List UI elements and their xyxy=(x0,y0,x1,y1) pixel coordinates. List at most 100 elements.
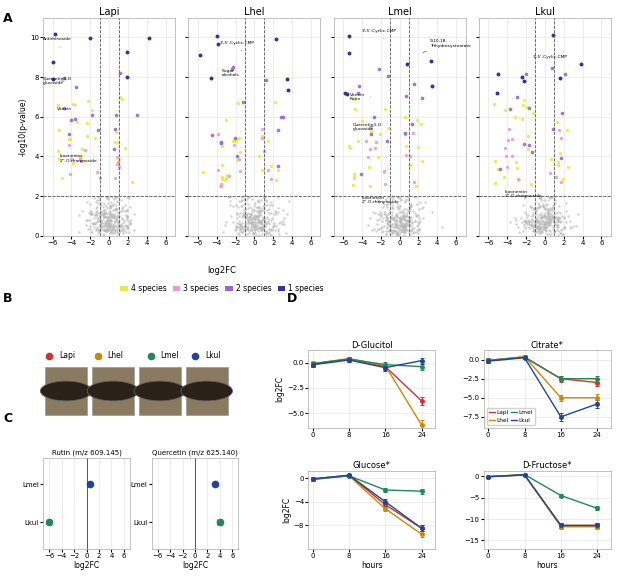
Point xyxy=(363,152,373,161)
Point xyxy=(561,198,571,207)
Point xyxy=(549,214,558,223)
Point xyxy=(86,207,96,216)
Point xyxy=(263,220,273,229)
Point xyxy=(376,224,386,233)
Point xyxy=(108,225,118,234)
Point xyxy=(85,224,95,234)
Point xyxy=(260,193,270,202)
Point xyxy=(400,222,410,231)
Point xyxy=(217,160,226,169)
Point xyxy=(259,203,269,213)
Point xyxy=(552,214,562,224)
Point xyxy=(110,127,120,137)
Point xyxy=(540,213,550,223)
FancyBboxPatch shape xyxy=(92,367,134,415)
Point xyxy=(551,208,561,218)
Point xyxy=(220,175,230,184)
Point xyxy=(539,221,549,230)
Point xyxy=(109,211,118,220)
Point xyxy=(255,222,265,231)
Point xyxy=(270,98,280,107)
Point xyxy=(557,177,566,186)
Point xyxy=(550,195,560,204)
Point xyxy=(400,223,410,232)
Point xyxy=(400,225,410,234)
Point xyxy=(100,226,110,235)
Point xyxy=(399,208,408,217)
Point xyxy=(263,166,273,175)
Point xyxy=(392,217,402,227)
Point xyxy=(539,223,549,232)
Point xyxy=(97,225,107,235)
Point xyxy=(408,128,418,137)
Point xyxy=(255,216,265,225)
Point xyxy=(270,209,280,218)
Text: Isoorientin
2''-O-rhamnoside: Isoorientin 2''-O-rhamnoside xyxy=(504,190,542,199)
Text: Lapi: Lapi xyxy=(59,352,75,360)
Point xyxy=(521,217,531,227)
Point xyxy=(257,215,267,225)
Point xyxy=(403,213,413,222)
Point xyxy=(392,228,402,237)
Point xyxy=(521,210,531,219)
Point xyxy=(246,210,256,219)
Point xyxy=(226,64,236,73)
Point xyxy=(112,211,122,221)
Point xyxy=(527,147,537,157)
Point xyxy=(107,193,117,202)
Point xyxy=(271,34,281,44)
Point xyxy=(531,209,541,218)
Point xyxy=(530,216,540,225)
Legend: Lapi, Lhel, Lmel, Lkul: Lapi, Lhel, Lmel, Lkul xyxy=(487,408,536,425)
Point xyxy=(528,208,538,217)
Point xyxy=(406,201,416,211)
Point xyxy=(551,173,561,182)
Point xyxy=(382,137,392,146)
Point xyxy=(393,204,403,214)
Point xyxy=(106,203,116,212)
Point xyxy=(396,215,406,224)
Point xyxy=(243,219,253,228)
Point xyxy=(268,222,278,231)
Point xyxy=(239,204,249,213)
Point xyxy=(560,69,570,78)
Point xyxy=(549,217,558,227)
Point xyxy=(545,229,555,238)
Point xyxy=(254,218,263,228)
Point xyxy=(384,208,394,218)
Point xyxy=(119,225,129,234)
Point xyxy=(409,79,419,89)
Point xyxy=(537,195,547,204)
Point xyxy=(99,225,109,234)
Point xyxy=(244,213,254,222)
Point xyxy=(266,161,276,171)
Point xyxy=(410,216,420,225)
Point xyxy=(400,220,410,229)
Point xyxy=(110,173,120,183)
Point xyxy=(402,220,412,230)
Point xyxy=(389,212,399,221)
Point xyxy=(122,211,132,220)
Point xyxy=(544,213,554,223)
Point xyxy=(263,228,273,238)
Point xyxy=(529,217,539,226)
Point xyxy=(365,213,375,223)
Point xyxy=(247,216,257,225)
Point xyxy=(260,213,270,223)
Point xyxy=(519,215,529,224)
Point xyxy=(105,222,115,231)
Point xyxy=(393,230,403,239)
Point xyxy=(557,225,566,234)
Point xyxy=(117,225,127,235)
Point xyxy=(234,197,244,206)
Point xyxy=(524,217,534,227)
Point xyxy=(250,220,260,230)
Point xyxy=(502,163,512,172)
Point xyxy=(517,72,527,81)
Point xyxy=(522,102,532,112)
Point xyxy=(93,228,103,238)
Point xyxy=(541,216,551,225)
Point xyxy=(552,221,561,230)
Point xyxy=(547,205,557,214)
Point xyxy=(389,214,399,224)
